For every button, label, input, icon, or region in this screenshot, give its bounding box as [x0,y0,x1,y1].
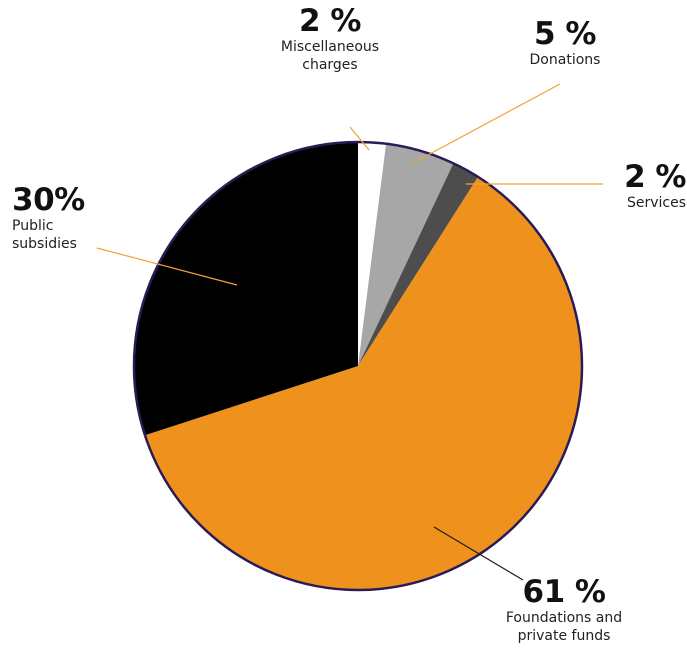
label-donations: 5 % Donations [500,17,630,69]
slice-percent: 2 % [624,159,686,195]
label-foundations: 61 % Foundations and private funds [480,575,648,645]
slice-label-line: Services [626,195,686,211]
leader-line-public [96,247,238,286]
slice-label-line: Donations [529,52,601,68]
slice-label-line: Foundations and [505,610,623,626]
slice-label-line: Miscellaneous [280,39,380,55]
slice-label-line: subsidies [12,236,77,252]
slice-label-line: charges [302,57,358,73]
leader-lines [96,83,603,581]
leader-line-donations [412,83,561,164]
slice-percent: 2 % [299,3,361,39]
pie-outline [132,140,584,592]
label-misc: 2 % Miscellaneous charges [255,4,405,74]
leader-line-misc [349,126,370,151]
label-services: 2 % Services [560,160,686,212]
pie-slices [132,140,584,592]
slice-donations [358,143,454,366]
slice-label-line: Public [12,218,54,234]
slice-services [358,163,479,366]
slice-percent: 30% [12,182,85,218]
slice-label-line: private funds [517,628,611,644]
slice-foundations [144,176,582,590]
leader-line-foundations [433,526,524,581]
label-public-subsidies: 30% Public subsidies [12,183,122,253]
slice-percent: 61 % [522,574,607,610]
slice-misc-charges [358,142,387,366]
slice-public-subsidies [133,142,358,436]
slice-percent: 5 % [534,16,596,52]
